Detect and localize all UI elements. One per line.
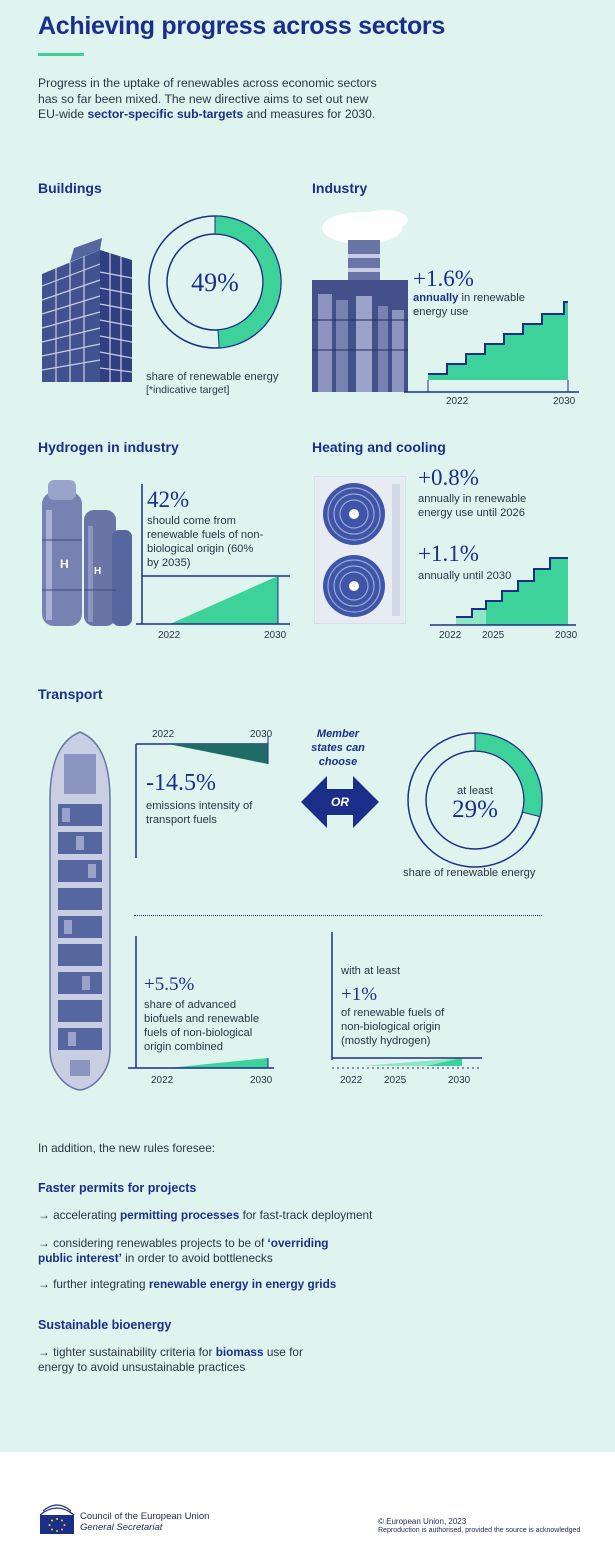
permit-item-2-bold: ‘overriding public interest’	[38, 1236, 329, 1265]
svg-text:H: H	[94, 566, 101, 577]
rfnbo-year-2025: 2025	[384, 1075, 407, 1086]
heating-step-chart	[430, 557, 576, 626]
industry-year-end: 2030	[553, 396, 576, 407]
rfnbo-prefix: with at least	[341, 965, 401, 977]
intro-part2: and measures for 2030.	[243, 107, 376, 121]
rfnbo-chart	[331, 932, 482, 1069]
org-line-2: General Secretariat	[80, 1522, 163, 1533]
emissions-caption: emissions intensity of transport fuels	[146, 800, 253, 826]
hydrogen-value: 42%	[147, 487, 190, 512]
buildings-heading: Buildings	[38, 180, 102, 196]
bioenergy-heading: Sustainable bioenergy	[38, 1318, 172, 1332]
rfnbo-caption: of renewable fuels of non-biological ori…	[341, 1007, 445, 1047]
permit-item-2-post: in order to avoid bottlenecks	[121, 1251, 273, 1265]
page-title: Achieving progress across sectors	[38, 12, 445, 40]
heating-year-2030: 2030	[555, 630, 578, 641]
rfnbo-value: +1%	[341, 984, 378, 1005]
faster-permits-heading: Faster permits for projects	[38, 1181, 197, 1195]
permit-item: → further integrating renewable energy i…	[38, 1277, 378, 1292]
footer: Council of the European Union General Se…	[0, 1452, 615, 1567]
heating-heading: Heating and cooling	[312, 439, 446, 455]
rfnbo-year-2022: 2022	[340, 1075, 363, 1086]
intro-text: Progress in the uptake of renewables acr…	[38, 76, 378, 123]
hydrogen-tanks-icon: H H	[42, 480, 132, 626]
heating-caption-1: annually in renewable energy use until 2…	[418, 493, 527, 519]
permit-item-1-pre: → accelerating	[38, 1208, 120, 1222]
heating-value-2: +1.1%	[418, 541, 479, 566]
permit-item-3-bold: renewable energy in energy grids	[148, 1277, 337, 1291]
heating-year-2022: 2022	[439, 630, 462, 641]
emissions-chart	[135, 736, 269, 858]
buildings-value: 49%	[191, 268, 239, 297]
hydrogen-caption: should come from renewable fuels of non-…	[147, 515, 264, 569]
transport-share-donut	[407, 732, 543, 868]
permit-item: → considering renewables projects to be …	[38, 1236, 338, 1266]
svg-text:H: H	[60, 557, 69, 571]
transport-heading: Transport	[38, 686, 103, 702]
industry-year-start: 2022	[446, 396, 469, 407]
eu-flag-icon	[40, 1516, 74, 1534]
industry-step-chart	[404, 301, 579, 393]
reproduction-note: Reproduction is authorised, provided the…	[378, 1527, 581, 1534]
office-building-icon	[41, 238, 133, 382]
transport-share-caption: share of renewable energy	[403, 867, 536, 879]
emissions-year-start: 2022	[152, 729, 175, 740]
buildings-note: [*indicative target]	[146, 384, 230, 396]
buildings-share-arc	[214, 215, 282, 349]
transport-share-arc	[474, 732, 543, 818]
biofuels-year-start: 2022	[151, 1075, 174, 1086]
permit-item-1-bold: permitting processes	[119, 1208, 240, 1222]
intro-part1: Progress in the uptake of renewables acr…	[38, 76, 377, 121]
or-label: OR	[331, 795, 349, 809]
bioenergy-item-post: use for energy to avoid unsustainable pr…	[38, 1345, 303, 1374]
permit-item-1-post: for fast-track deployment	[239, 1208, 373, 1222]
biofuels-value: +5.5%	[144, 974, 195, 995]
org-line-1: Council of the European Union	[80, 1511, 210, 1522]
copyright: © European Union, 2023	[378, 1517, 467, 1526]
rules-intro: In addition, the new rules foresee:	[38, 1141, 216, 1155]
transport-share-value: 29%	[452, 796, 498, 823]
hydrogen-chart	[136, 484, 290, 625]
infographic-body: Achieving progress across sectors Progre…	[0, 0, 615, 1452]
factory-chimney-icon	[312, 210, 408, 392]
transport-divider	[134, 915, 542, 916]
permit-item-2-pre: → considering renewables projects to be …	[38, 1236, 268, 1250]
bioenergy-item-bold: biomass	[215, 1345, 264, 1359]
biofuels-chart	[128, 936, 274, 1069]
rfnbo-year-2030: 2030	[448, 1075, 471, 1086]
transport-share-prefix: at least	[456, 785, 494, 797]
heating-year-2025: 2025	[482, 630, 505, 641]
industry-value: +1.6%	[413, 266, 474, 291]
permit-item-3-pre: → further integrating	[38, 1277, 149, 1291]
industry-caption-bold: annually	[413, 292, 459, 304]
buildings-caption: share of renewable energy	[146, 371, 279, 383]
title-accent-line	[38, 53, 84, 56]
buildings-donut	[148, 215, 282, 349]
heating-caption-2: annually until 2030	[418, 570, 512, 582]
member-states-choose-text: Member states can choose	[311, 728, 365, 768]
biofuels-year-end: 2030	[250, 1075, 273, 1086]
industry-heading: Industry	[312, 180, 368, 196]
industry-caption-rest: in renewable energy use	[413, 292, 525, 318]
hydrogen-year-end: 2030	[264, 630, 287, 641]
heat-pump-icon	[314, 476, 406, 624]
container-ship-icon	[49, 731, 111, 1091]
permit-item: → accelerating permitting processes for …	[38, 1208, 378, 1223]
intro-highlight: sector-specific sub-targets	[87, 107, 244, 121]
double-arrow-icon	[301, 776, 379, 828]
bioenergy-item-pre: → tighter sustainability criteria for	[38, 1345, 216, 1359]
industry-caption: annually in renewable energy use	[413, 291, 543, 319]
hydrogen-year-start: 2022	[158, 630, 181, 641]
bioenergy-item: → tighter sustainability criteria for bi…	[38, 1345, 318, 1375]
biofuels-caption: share of advanced biofuels and renewable…	[144, 999, 260, 1053]
emissions-value: -14.5%	[146, 770, 216, 796]
emissions-year-end: 2030	[250, 729, 273, 740]
heating-value-1: +0.8%	[418, 465, 479, 490]
hydrogen-heading: Hydrogen in industry	[38, 439, 179, 455]
